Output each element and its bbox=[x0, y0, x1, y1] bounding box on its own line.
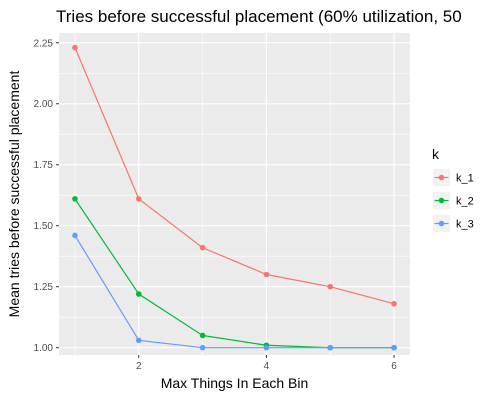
series-points bbox=[72, 44, 397, 351]
legend: k k_1 k_2 k_3 bbox=[432, 146, 474, 232]
data-point-k_3 bbox=[263, 344, 270, 351]
series-line-k_1 bbox=[74, 47, 395, 305]
legend-title: k bbox=[432, 146, 440, 162]
data-point-k_3 bbox=[199, 344, 206, 351]
data-point-k_1 bbox=[199, 244, 206, 251]
series-lines bbox=[74, 47, 395, 349]
data-point-k_1 bbox=[263, 271, 270, 278]
y-tick-label: 1.25 bbox=[34, 282, 54, 293]
y-tick-label: 1.50 bbox=[34, 221, 54, 232]
data-point-k_2 bbox=[72, 196, 78, 202]
data-point-k_1 bbox=[72, 44, 78, 51]
x-tick-label: 6 bbox=[391, 361, 397, 372]
y-tick-label: 1.00 bbox=[34, 343, 54, 354]
data-point-k_1 bbox=[327, 283, 334, 290]
y-tick-label: 2.25 bbox=[34, 38, 54, 49]
plot-panel bbox=[59, 33, 410, 355]
y-axis-label: Mean tries before successful placement bbox=[6, 71, 22, 318]
legend-key-point bbox=[438, 197, 445, 204]
data-point-k_2 bbox=[199, 332, 206, 339]
chart-title: Tries before successful placement (60% u… bbox=[56, 7, 462, 26]
data-point-k_3 bbox=[327, 344, 334, 351]
legend-label-k_3: k_3 bbox=[456, 219, 474, 231]
data-point-k_3 bbox=[72, 232, 78, 239]
y-tick-label: 1.75 bbox=[34, 160, 54, 171]
x-tick-label: 4 bbox=[264, 361, 270, 372]
x-tick-label: 2 bbox=[136, 361, 142, 372]
data-point-k_1 bbox=[391, 300, 397, 307]
x-axis-label: Max Things In Each Bin bbox=[161, 375, 309, 391]
legend-key-point bbox=[438, 174, 445, 181]
data-point-k_2 bbox=[135, 291, 142, 297]
data-point-k_3 bbox=[135, 337, 142, 344]
legend-key-point bbox=[438, 220, 445, 227]
x-axis-ticks: 2 4 6 bbox=[136, 355, 397, 372]
series-line-k_3 bbox=[74, 235, 395, 349]
data-point-k_1 bbox=[135, 196, 142, 202]
data-point-k_3 bbox=[391, 344, 397, 351]
minor-gridlines bbox=[59, 33, 410, 355]
legend-items: k_1 k_2 k_3 bbox=[433, 169, 474, 232]
legend-label-k_1: k_1 bbox=[456, 173, 474, 185]
legend-label-k_2: k_2 bbox=[456, 196, 474, 208]
major-gridlines bbox=[59, 33, 410, 355]
y-axis-ticks: 1.00 1.25 1.50 1.75 2.00 2.25 bbox=[34, 38, 59, 354]
y-tick-label: 2.00 bbox=[34, 99, 54, 110]
